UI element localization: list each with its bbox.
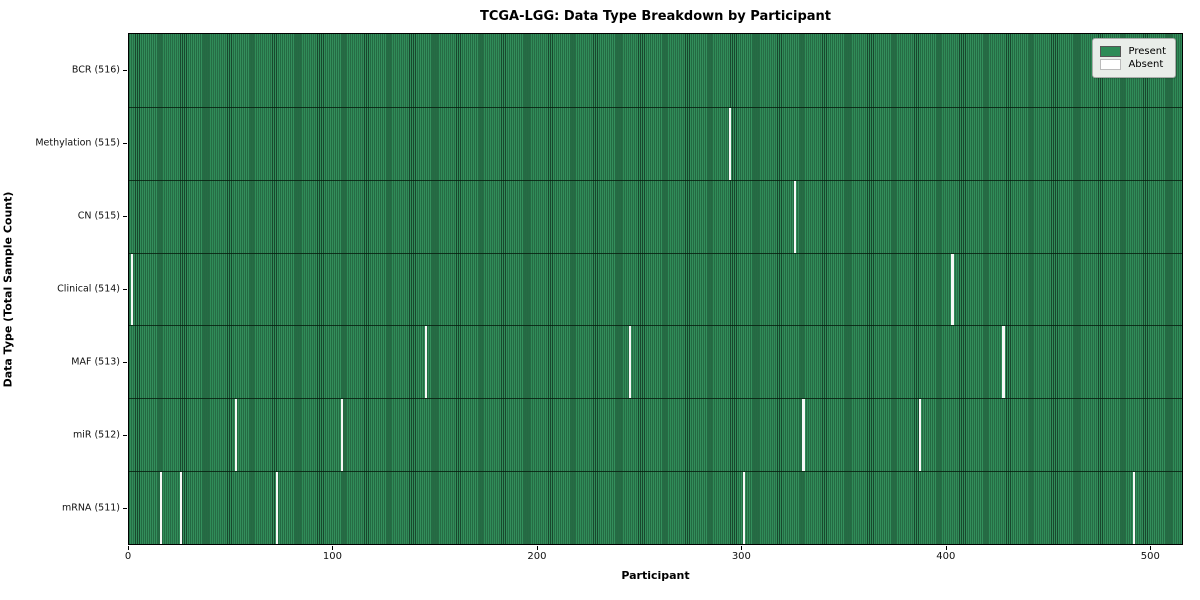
y-tick-label: MAF (513) — [71, 356, 120, 368]
heatmap-row — [129, 106, 1182, 180]
y-tick-label: mRNA (511) — [61, 502, 120, 514]
y-tick-mark — [123, 142, 127, 144]
y-tick-label: Clinical (514) — [57, 283, 120, 295]
legend-item: Absent — [1100, 59, 1166, 70]
y-tick-mark — [123, 435, 127, 437]
x-tick-label: 200 — [527, 551, 547, 562]
absent-gap — [130, 253, 134, 326]
chart-title: TCGA-LGG: Data Type Breakdown by Partici… — [479, 9, 832, 24]
heatmap-row — [129, 252, 1182, 326]
absent-gap — [1002, 326, 1005, 399]
heatmap-row — [129, 179, 1182, 253]
x-tick-mark — [536, 546, 538, 550]
y-tick-mark — [123, 508, 127, 510]
x-tick-mark — [741, 546, 743, 550]
y-tick-label: miR (512) — [72, 429, 120, 441]
legend-swatch — [1100, 46, 1122, 57]
absent-gap — [951, 253, 954, 326]
absent-gap — [918, 399, 921, 472]
x-tick-label: 0 — [124, 551, 132, 562]
absent-gap — [628, 326, 632, 399]
x-tick-label: 100 — [322, 551, 342, 562]
absent-gap — [743, 472, 746, 544]
legend-label: Absent — [1128, 59, 1164, 70]
absent-gap — [794, 180, 797, 253]
absent-gap — [1132, 472, 1136, 544]
y-tick-mark — [123, 362, 127, 364]
legend: Present Absent — [1092, 38, 1176, 78]
heatmap-row — [129, 34, 1182, 107]
legend-item: Present — [1100, 46, 1166, 57]
legend-swatch — [1100, 59, 1122, 70]
legend-label: Present — [1128, 46, 1166, 57]
y-tick-mark — [123, 289, 127, 290]
x-tick-label: 400 — [936, 551, 956, 562]
absent-gap — [159, 472, 162, 544]
heatmap-row — [129, 471, 1182, 544]
x-tick-mark — [332, 546, 334, 550]
absent-gap — [179, 472, 183, 544]
y-tick-mark — [123, 69, 127, 71]
x-tick-mark — [128, 546, 129, 550]
x-tick-label: 500 — [1140, 551, 1160, 562]
heatmap-row — [129, 398, 1182, 472]
x-axis-label: Participant — [621, 569, 690, 582]
y-tick-mark — [123, 215, 127, 217]
absent-gap — [728, 107, 732, 180]
x-tick-mark — [1150, 546, 1152, 550]
x-tick-label: 300 — [731, 551, 751, 562]
plot-area — [128, 33, 1183, 545]
absent-gap — [802, 399, 805, 472]
y-tick-label: Methylation (515) — [35, 137, 120, 149]
heatmap-row — [129, 325, 1182, 399]
y-tick-label: CN (515) — [77, 210, 120, 222]
y-tick-label: BCR (516) — [71, 64, 120, 76]
absent-gap — [341, 399, 344, 472]
absent-gap — [235, 399, 238, 472]
x-tick-mark — [945, 546, 947, 550]
absent-gap — [424, 326, 427, 399]
absent-gap — [275, 472, 279, 544]
